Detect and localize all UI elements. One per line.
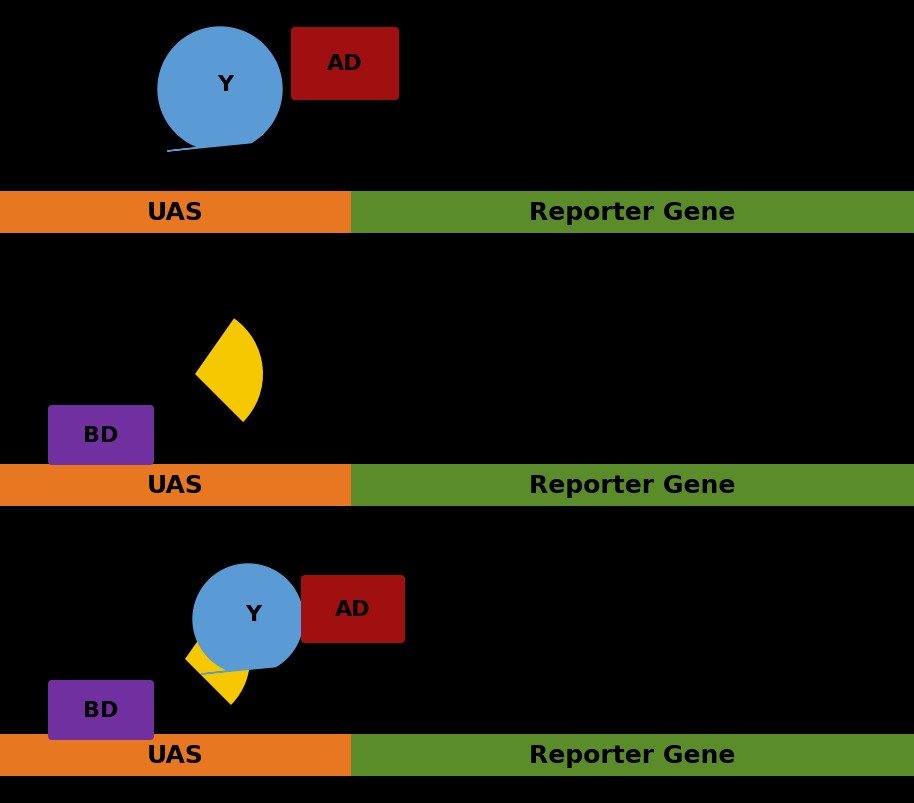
Text: AD: AD xyxy=(335,599,371,619)
Text: Y: Y xyxy=(217,75,233,95)
Text: Reporter Gene: Reporter Gene xyxy=(529,743,736,767)
Text: X: X xyxy=(166,654,184,675)
Polygon shape xyxy=(158,28,282,152)
Wedge shape xyxy=(185,606,250,705)
FancyBboxPatch shape xyxy=(301,575,405,643)
Polygon shape xyxy=(193,565,303,675)
Bar xyxy=(351,734,914,776)
Bar xyxy=(0,464,351,507)
Text: UAS: UAS xyxy=(147,201,204,225)
Text: BD: BD xyxy=(83,426,119,446)
FancyBboxPatch shape xyxy=(48,680,154,740)
Text: X: X xyxy=(176,369,194,389)
Bar xyxy=(351,464,914,507)
Text: UAS: UAS xyxy=(147,743,204,767)
Bar xyxy=(0,192,351,234)
Text: AD: AD xyxy=(327,55,363,75)
Text: Y: Y xyxy=(245,604,261,624)
Wedge shape xyxy=(195,319,263,422)
Bar xyxy=(351,192,914,234)
FancyBboxPatch shape xyxy=(291,28,399,101)
FancyBboxPatch shape xyxy=(48,406,154,466)
Text: Reporter Gene: Reporter Gene xyxy=(529,201,736,225)
Bar xyxy=(0,734,351,776)
Text: BD: BD xyxy=(83,700,119,720)
Text: Reporter Gene: Reporter Gene xyxy=(529,474,736,497)
Text: UAS: UAS xyxy=(147,474,204,497)
